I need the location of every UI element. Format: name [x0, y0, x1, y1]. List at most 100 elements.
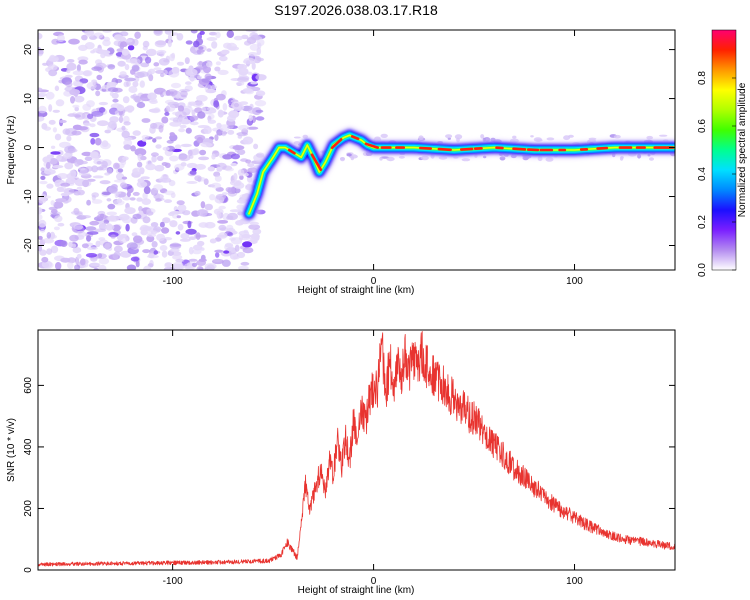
noise-speckle — [156, 49, 167, 55]
ridge-peak-dash — [287, 148, 296, 155]
noise-speckle — [74, 159, 81, 167]
noise-speckle — [85, 226, 97, 231]
noise-speckle — [153, 184, 164, 191]
noise-speckle — [84, 42, 95, 50]
noise-speckle — [230, 162, 238, 167]
noise-speckle — [68, 38, 80, 45]
noise-speckle — [95, 240, 101, 247]
noise-speckle — [169, 211, 182, 215]
ridge-speckle — [588, 137, 597, 141]
snr-plot-area — [38, 330, 675, 567]
noise-speckle — [124, 64, 130, 71]
noise-speckle — [74, 264, 81, 270]
noise-speckle — [116, 104, 125, 112]
noise-speckle — [76, 253, 82, 259]
noise-speckle — [184, 57, 190, 65]
noise-speckle — [55, 198, 67, 203]
noise-speckle — [38, 94, 45, 98]
noise-speckle — [196, 266, 204, 270]
colorbar-tick-label: 0.6 — [697, 119, 708, 133]
noise-speckle — [241, 34, 249, 40]
noise-speckle — [162, 146, 170, 151]
noise-speckle — [196, 49, 202, 55]
noise-speckle — [91, 165, 99, 173]
noise-speckle — [154, 40, 167, 48]
ridge-speckle — [545, 157, 554, 162]
noise-speckle — [171, 32, 179, 36]
noise-speckle — [71, 130, 82, 136]
noise-speckle — [249, 103, 254, 110]
ridge-speckle — [420, 155, 429, 161]
noise-speckle — [133, 235, 143, 244]
noise-speckle — [151, 155, 157, 163]
noise-speckle — [132, 213, 142, 220]
noise-speckle — [53, 201, 64, 209]
noise-speckle — [66, 135, 72, 142]
noise-speckle — [122, 115, 130, 124]
noise-speckle — [215, 193, 226, 201]
noise-speckle — [191, 109, 196, 116]
noise-speckle — [172, 261, 184, 270]
noise-speckle — [55, 183, 61, 188]
noise-speckle — [71, 243, 77, 248]
noise-speckle — [185, 228, 197, 235]
noise-speckle — [248, 114, 253, 122]
noise-speckle — [70, 96, 75, 104]
noise-speckle — [94, 228, 107, 233]
noise-speckle — [201, 106, 206, 113]
noise-speckle — [89, 262, 101, 267]
noise-speckle — [46, 183, 54, 189]
noise-speckle — [235, 81, 245, 86]
noise-speckle — [197, 111, 206, 119]
noise-speckle — [54, 133, 62, 141]
noise-speckle — [172, 254, 183, 260]
noise-speckle — [255, 74, 267, 81]
noise-speckle — [162, 217, 171, 224]
noise-speckle — [233, 35, 243, 41]
noise-speckle — [179, 238, 191, 242]
noise-speckle — [251, 62, 256, 70]
noise-speckle — [255, 109, 264, 113]
noise-speckle — [127, 109, 133, 114]
noise-speckle — [217, 220, 229, 224]
snr-y-axis-label: SNR (10 * v/v) — [6, 418, 17, 482]
noise-speckle — [90, 50, 95, 54]
noise-speckle — [38, 207, 43, 215]
noise-speckle — [224, 243, 234, 251]
noise-speckle — [245, 30, 258, 33]
noise-speckle — [218, 224, 227, 231]
ridge-speckle — [563, 135, 571, 141]
noise-speckle — [122, 96, 130, 104]
noise-speckle — [78, 59, 88, 65]
noise-speckle — [247, 163, 255, 168]
noise-speckle — [206, 48, 212, 52]
noise-speckle — [113, 162, 120, 170]
noise-speckle — [203, 178, 209, 185]
noise-speckle — [55, 262, 62, 270]
noise-speckle — [189, 74, 195, 82]
noise-speckle — [175, 231, 181, 235]
noise-speckle — [60, 192, 70, 197]
spectrogram-x-tick-label: 0 — [371, 276, 377, 287]
noise-speckle — [230, 153, 240, 160]
ridge-speckle — [346, 153, 352, 157]
noise-speckle — [90, 151, 99, 159]
noise-speckle — [112, 252, 119, 260]
noise-speckle — [125, 58, 138, 64]
ridge-speckle — [659, 134, 668, 137]
noise-speckle — [101, 140, 109, 148]
noise-speckle — [52, 127, 58, 133]
noise-speckle — [198, 60, 203, 66]
noise-speckle — [212, 258, 222, 263]
noise-speckle — [204, 111, 213, 115]
noise-speckle — [132, 167, 142, 175]
ridge-speckle — [386, 156, 395, 162]
noise-speckle — [227, 232, 234, 237]
noise-speckle — [96, 47, 103, 53]
noise-speckle — [167, 33, 173, 41]
spectrogram-y-axis-label: Frequency (Hz) — [6, 116, 17, 185]
noise-speckle — [200, 142, 213, 148]
snr-x-tick-label: 0 — [371, 576, 377, 587]
noise-speckle — [169, 248, 180, 252]
ridge-speckle — [350, 156, 354, 161]
